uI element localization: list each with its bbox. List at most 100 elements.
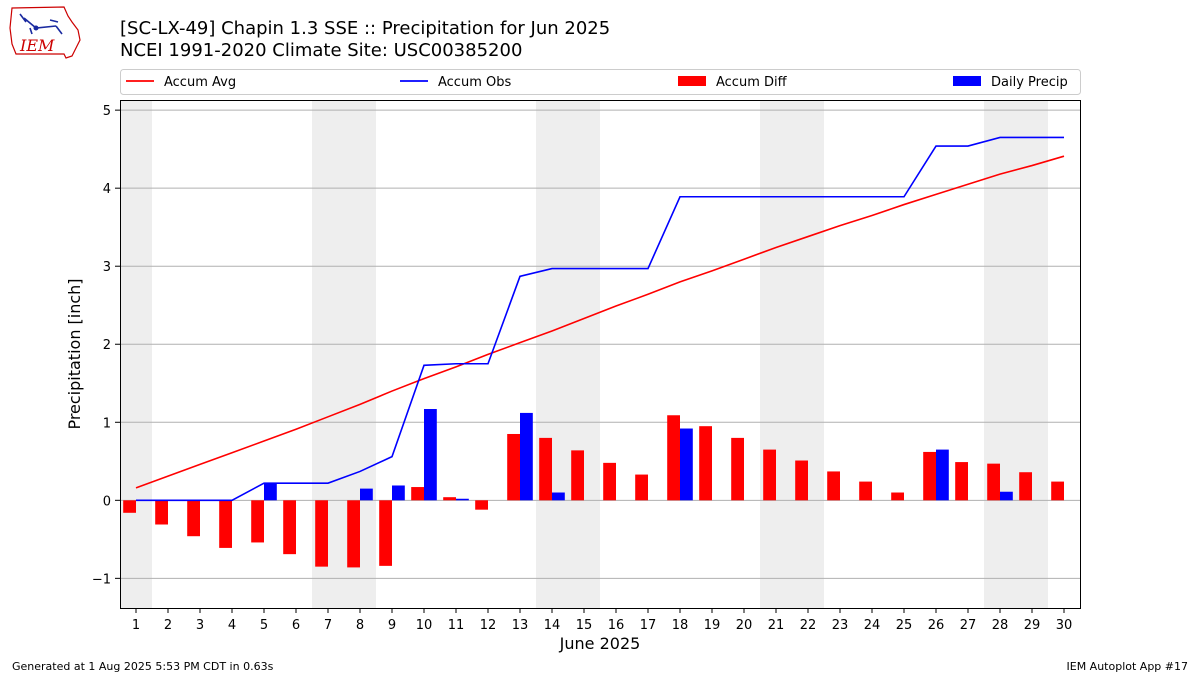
legend-label: Accum Obs — [438, 75, 511, 90]
legend-swatch — [678, 76, 706, 86]
y-axis-label: Precipitation [inch] — [65, 278, 84, 429]
y-tick-label: 1 — [103, 416, 111, 431]
y-tick-label: −1 — [92, 572, 111, 587]
accum-diff-bar — [283, 500, 296, 555]
accum-diff-bar — [507, 433, 520, 501]
x-tick-label: 16 — [608, 618, 625, 633]
x-tick-label: 22 — [800, 618, 817, 633]
y-axis-ticks: −1 0 1 2 3 4 5 — [92, 104, 120, 587]
y-tick-label: 2 — [103, 338, 111, 353]
daily-precip-bar — [936, 449, 949, 501]
daily-precip-bar — [1000, 491, 1013, 501]
accum-diff-bar — [315, 500, 328, 567]
x-tick-label: 21 — [768, 618, 785, 633]
accum-obs-line — [136, 136, 1064, 502]
x-tick-label: 6 — [292, 618, 300, 633]
y-tick-label: 4 — [103, 182, 111, 197]
daily-precip-bar — [520, 412, 533, 501]
x-tick-label: 23 — [832, 618, 849, 633]
legend: Accum Avg Accum Obs Accum Diff Daily Precip — [120, 69, 1081, 95]
accum-diff-bar — [635, 474, 648, 501]
chart-title-line2: NCEI 1991-2020 Climate Site: USC00385200 — [120, 40, 523, 61]
weekend-band-4 — [760, 100, 824, 608]
bars-layer — [123, 409, 1064, 568]
accum-diff-bar — [827, 471, 840, 501]
grid-lines — [120, 109, 1080, 579]
lines-layer — [135, 136, 1065, 502]
x-tick-label: 29 — [1024, 618, 1041, 633]
accum-diff-bar — [923, 451, 936, 501]
plot-frame — [120, 100, 1081, 609]
x-tick-label: 30 — [1056, 618, 1073, 633]
accum-diff-bar — [955, 462, 968, 501]
accum-diff-bar — [443, 497, 456, 501]
accum-diff-bar — [411, 487, 424, 501]
x-tick-label: 14 — [544, 618, 561, 633]
x-tick-label: 1 — [132, 618, 140, 633]
x-tick-label: 19 — [704, 618, 721, 633]
accum-diff-bar — [123, 500, 136, 513]
x-tick-label: 26 — [928, 618, 945, 633]
accum-diff-bar — [1019, 472, 1032, 501]
x-axis-ticks: 1 2 3 4 5 6 7 8 9 10 11 12 13 14 15 16 17 18 19 20 21 22 23 24 2… — [132, 608, 1072, 633]
accum-diff-bar — [155, 500, 168, 525]
x-axis-label: June 2025 — [559, 634, 641, 653]
daily-precip-bar — [552, 492, 565, 501]
accum-diff-bar — [1051, 481, 1064, 501]
daily-precip-bar — [456, 498, 469, 501]
x-tick-label: 11 — [448, 618, 465, 633]
accum-diff-bar — [187, 500, 200, 537]
legend-label: Accum Avg — [164, 75, 236, 90]
x-tick-label: 18 — [672, 618, 689, 633]
x-tick-label: 12 — [480, 618, 497, 633]
x-tick-label: 5 — [260, 618, 268, 633]
x-tick-label: 13 — [512, 618, 529, 633]
accum-diff-bar — [859, 481, 872, 501]
x-tick-label: 27 — [960, 618, 977, 633]
iem-logo-graphic: IEM — [9, 6, 81, 59]
accum-diff-bar — [219, 500, 232, 548]
chart-title-line1: [SC-LX-49] Chapin 1.3 SSE :: Precipitati… — [120, 18, 611, 39]
accum-diff-bar — [795, 460, 808, 501]
footer-generated: Generated at 1 Aug 2025 5:53 PM CDT in 0… — [12, 660, 274, 673]
accum-diff-bar — [763, 449, 776, 501]
weekend-band-3 — [536, 100, 600, 608]
daily-precip-bar — [424, 409, 437, 501]
accum-diff-bar — [571, 450, 584, 501]
x-tick-label: 24 — [864, 618, 881, 633]
weekend-band-1 — [120, 100, 152, 608]
daily-precip-bar — [392, 485, 405, 501]
accum-diff-bar — [987, 463, 1000, 501]
daily-precip-bar — [680, 428, 693, 501]
x-tick-label: 25 — [896, 618, 913, 633]
accum-diff-bar — [251, 500, 264, 543]
x-tick-label: 15 — [576, 618, 593, 633]
iem-logo: IEM — [6, 4, 82, 64]
accum-diff-bar — [347, 500, 360, 568]
accum-diff-bar — [379, 500, 392, 566]
daily-precip-bar — [360, 488, 373, 501]
accum-diff-bar — [731, 437, 744, 501]
x-tick-label: 2 — [164, 618, 172, 633]
accum-diff-bar — [891, 492, 904, 501]
y-tick-label: 5 — [103, 104, 111, 119]
legend-label: Accum Diff — [716, 75, 788, 90]
daily-precip-bar — [264, 483, 277, 501]
accum-avg-line — [135, 155, 1065, 489]
weekend-band-5 — [984, 100, 1048, 608]
x-tick-label: 9 — [388, 618, 396, 633]
weekend-bands — [120, 100, 1048, 608]
y-tick-label: 3 — [103, 260, 111, 275]
legend-swatch — [953, 76, 981, 86]
x-tick-label: 10 — [416, 618, 433, 633]
logo-text: IEM — [19, 36, 55, 55]
accum-diff-bar — [539, 437, 552, 501]
accum-diff-bar — [667, 415, 680, 501]
legend-label: Daily Precip — [991, 75, 1068, 90]
accum-diff-bar — [603, 462, 616, 501]
x-tick-label: 3 — [196, 618, 204, 633]
x-tick-label: 20 — [736, 618, 753, 633]
footer-app: IEM Autoplot App #17 — [1066, 660, 1189, 673]
accum-diff-bar — [475, 500, 488, 510]
